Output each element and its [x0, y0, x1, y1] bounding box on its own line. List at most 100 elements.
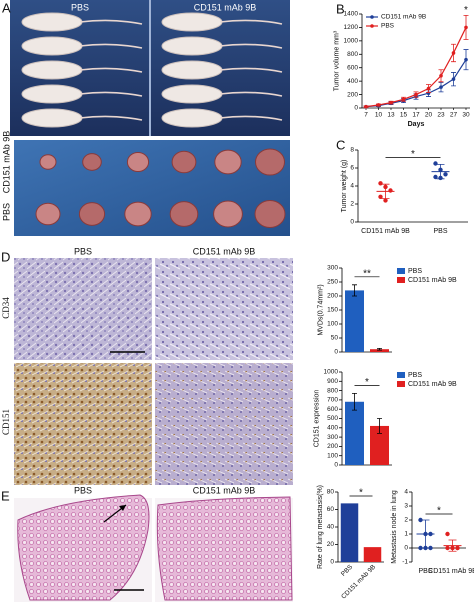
- annotation: *: [411, 149, 415, 160]
- tumor: [35, 202, 61, 226]
- x-tick-label: 15: [400, 112, 408, 119]
- x-tick-label: 23: [437, 112, 445, 119]
- y-tick-label: 2: [404, 517, 408, 524]
- y-tick-label: 0: [354, 105, 358, 112]
- point: [455, 545, 460, 551]
- y-tick-label: 800: [327, 387, 338, 394]
- y-tick-label: 200: [327, 443, 338, 450]
- point: [418, 517, 423, 523]
- mouse: [21, 36, 83, 56]
- annotation: *: [359, 488, 363, 499]
- legend-swatch: [397, 277, 405, 283]
- y-tick-label: 4: [404, 489, 408, 496]
- mouse-tail: [219, 115, 283, 121]
- point: [389, 100, 393, 105]
- tumor: [171, 150, 197, 174]
- error-bar: [377, 418, 382, 434]
- mouse-tail: [79, 19, 143, 25]
- point: [426, 86, 431, 91]
- point: [433, 174, 438, 180]
- y-tick-label: 300: [327, 434, 338, 441]
- point: [451, 77, 456, 81]
- y-tick-label: 20: [327, 541, 335, 548]
- tumor: [214, 149, 242, 175]
- photo-label: CD151 mAb 9B: [194, 2, 257, 12]
- y-tick-label: 400: [327, 425, 338, 432]
- tumor: [126, 151, 150, 173]
- photo-label: PBS: [74, 246, 92, 256]
- y-axis-label: Rate of lung metastasis(%): [317, 485, 324, 569]
- y-tick-label: 8: [350, 147, 354, 154]
- y-tick-label: 1: [404, 531, 408, 538]
- tumors: [35, 148, 286, 228]
- histology-image: [155, 258, 293, 360]
- row-label: PBS: [1, 203, 11, 221]
- annotation: *: [437, 506, 441, 517]
- x-tick-label: 10: [375, 112, 383, 119]
- tumor: [82, 153, 102, 171]
- tumor: [78, 202, 106, 226]
- row-label: CD34: [1, 297, 11, 319]
- error-bar: [352, 392, 357, 411]
- point: [439, 73, 443, 78]
- y-tick-label: 80: [327, 489, 335, 496]
- y-tick-label: 300: [327, 265, 338, 272]
- mouse: [21, 60, 83, 80]
- y-tick-label: 50: [331, 335, 339, 342]
- point: [428, 545, 433, 551]
- x-tick-label: PBS: [433, 228, 447, 235]
- y-tick-label: 700: [327, 397, 338, 404]
- y-tick-label: 200: [347, 91, 358, 98]
- bar: [345, 401, 364, 465]
- point: [364, 104, 368, 109]
- y-tick-label: 60: [327, 506, 335, 513]
- point: [383, 198, 388, 203]
- error-bar: [377, 347, 382, 351]
- point: [418, 545, 423, 551]
- lung-section: [156, 496, 293, 601]
- y-axis-label: MVDs(0.74mm²): [317, 284, 324, 335]
- histology-image: [155, 363, 293, 485]
- histology-image: [14, 258, 152, 360]
- sd-bar: [448, 539, 457, 552]
- mouse-tail: [219, 43, 283, 49]
- legend-swatch: [397, 268, 405, 274]
- mouse: [161, 60, 223, 80]
- y-tick-label: 100: [327, 321, 338, 328]
- y-tick-label: 600: [347, 64, 358, 71]
- point: [443, 172, 448, 177]
- mice: [21, 12, 283, 128]
- photo-label: CD151 mAb 9B: [193, 485, 256, 495]
- mouse: [21, 108, 83, 128]
- legend-label: CD151 mAb 9B: [408, 381, 457, 388]
- row-label: CD151: [1, 409, 11, 435]
- y-axis-label: Tumor volume mm³: [334, 30, 341, 91]
- sd-bar: [436, 164, 445, 180]
- point: [401, 97, 406, 102]
- y-tick-label: 500: [327, 415, 338, 422]
- legend-swatch: [397, 372, 405, 378]
- bar: [370, 425, 389, 465]
- lung-section: [17, 494, 150, 601]
- point: [464, 25, 468, 30]
- sd-bar: [421, 519, 430, 549]
- x-tick-label: CD151 mAb 9B: [361, 228, 410, 235]
- y-tick-label: 900: [327, 378, 338, 385]
- photo-label: CD151 mAb 9B: [193, 246, 256, 256]
- x-tick-label: 13: [387, 112, 395, 119]
- mouse: [21, 12, 83, 32]
- point: [433, 161, 438, 166]
- photo-label: PBS: [71, 2, 89, 12]
- legend-label: PBS: [408, 268, 422, 275]
- tumor: [124, 201, 152, 227]
- mouse: [161, 84, 223, 104]
- y-tick-label: 1000: [344, 38, 359, 45]
- x-tick-label: 7: [364, 112, 368, 119]
- y-tick-label: 0: [334, 349, 338, 356]
- legend-label: PBS: [381, 23, 395, 30]
- legend-marker: [370, 24, 374, 28]
- y-axis-label: Metastasis node in lung: [391, 490, 398, 564]
- mouse-tail: [79, 67, 143, 73]
- y-tick-label: 3: [404, 503, 408, 510]
- tumor: [254, 200, 286, 228]
